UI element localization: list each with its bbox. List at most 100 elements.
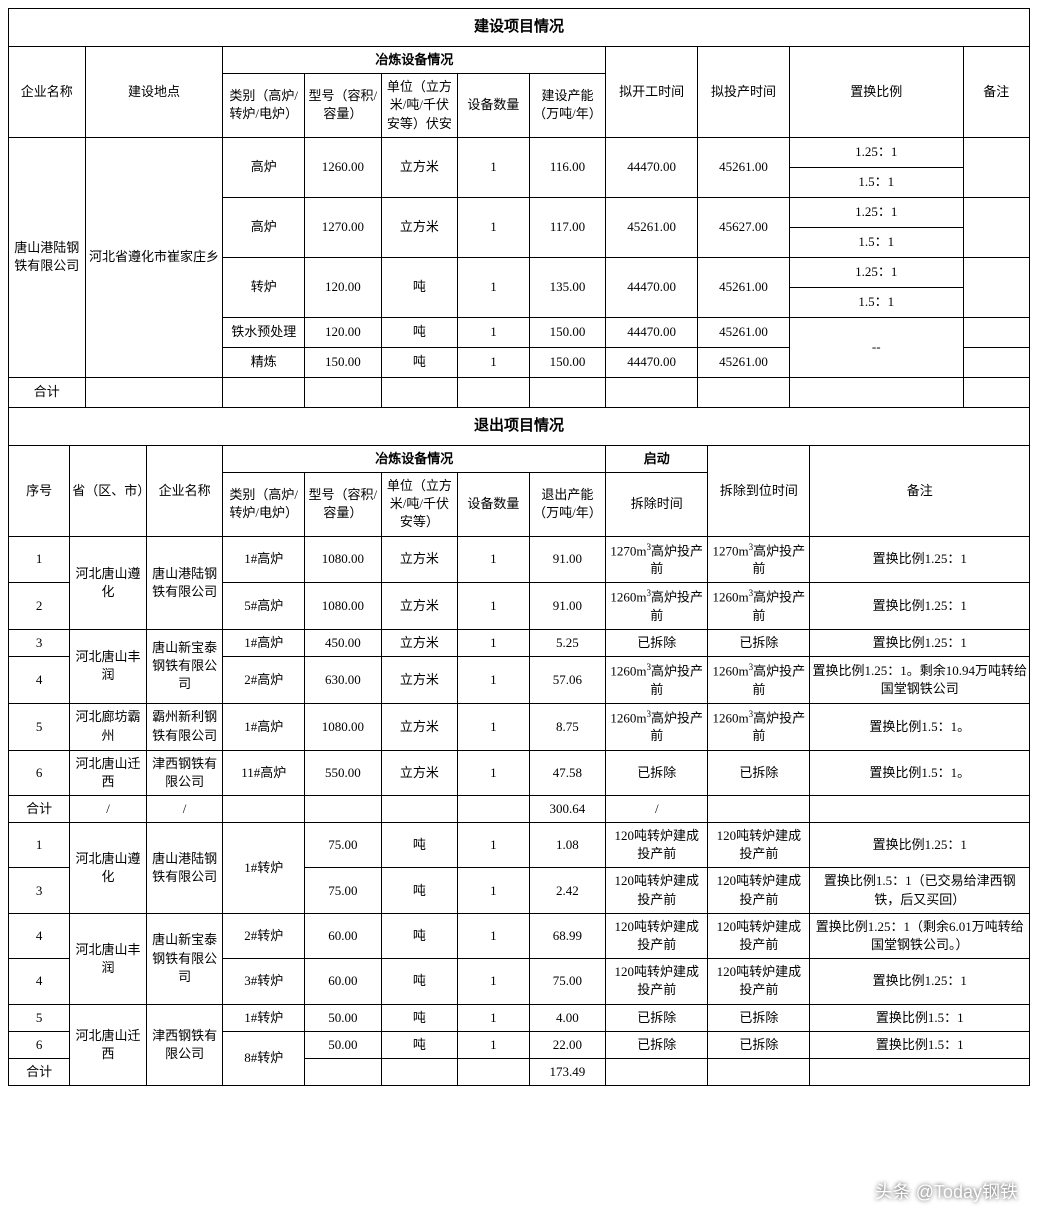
cell: 1.25：1: [789, 197, 963, 227]
cell: 1270m3高炉投产前: [606, 536, 708, 583]
th-company: 企业名称: [9, 47, 86, 138]
th-inplace: 拆除到位时间: [708, 445, 810, 536]
cell: 置换比例1.25：1: [810, 583, 1030, 630]
th-launch: 启动: [606, 445, 708, 472]
cell: 吨: [381, 257, 458, 317]
cell: 唐山新宝泰钢铁有限公司: [146, 913, 223, 1004]
cell: 57.06: [529, 657, 606, 704]
cell: 转炉: [223, 257, 305, 317]
th-cap: 建设产能（万吨/年）: [529, 74, 606, 138]
cell: 已拆除: [708, 1004, 810, 1031]
cell: 120吨转炉建成投产前: [606, 913, 708, 958]
cell: 68.99: [529, 913, 606, 958]
cell: [963, 197, 1029, 257]
cell: 置换比例1.5：1: [810, 1031, 1030, 1058]
cell: 75.00: [305, 823, 382, 868]
cell: 吨: [381, 347, 458, 377]
cell: 120吨转炉建成投产前: [606, 868, 708, 913]
cell: 1: [458, 913, 529, 958]
th-cap: 退出产能（万吨/年）: [529, 472, 606, 536]
cell: 1: [458, 868, 529, 913]
th-remark: 备注: [810, 445, 1030, 536]
th-model: 型号（容积/容量）: [305, 74, 382, 138]
cell: 1: [458, 703, 529, 750]
cell: 1080.00: [305, 536, 382, 583]
th-prod: 拟投产时间: [698, 47, 790, 138]
total-label: 合计: [9, 377, 86, 407]
cell: [963, 347, 1029, 377]
cell: 1.08: [529, 823, 606, 868]
cell: 4: [9, 913, 70, 958]
cell: 1270m3高炉投产前: [708, 536, 810, 583]
cell-location: 河北省遵化市崔家庄乡: [85, 137, 223, 377]
cell: 1260m3高炉投产前: [606, 703, 708, 750]
cell: 1: [458, 257, 529, 317]
cell: 5#高炉: [223, 583, 305, 630]
cell: 1#高炉: [223, 536, 305, 583]
cell: 河北唐山丰润: [70, 913, 147, 1004]
cell: 4: [9, 657, 70, 704]
cell: 置换比例1.25：1: [810, 629, 1030, 656]
cell: [963, 317, 1029, 347]
cell: 吨: [381, 868, 458, 913]
cell: 已拆除: [708, 1031, 810, 1058]
cell: 120吨转炉建成投产前: [606, 823, 708, 868]
cell: 津西钢铁有限公司: [146, 1004, 223, 1086]
th-remark: 备注: [963, 47, 1029, 138]
th-start: 拟开工时间: [606, 47, 698, 138]
cell: 吨: [381, 823, 458, 868]
cell: 45261.00: [698, 257, 790, 317]
th-qty: 设备数量: [458, 74, 529, 138]
cell: 置换比例1.25：1: [810, 823, 1030, 868]
cell: 1: [458, 536, 529, 583]
cell: 6: [9, 750, 70, 795]
cell: 置换比例1.25：1: [810, 536, 1030, 583]
cell: 135.00: [529, 257, 606, 317]
cell: 置换比例1.5：1（已交易给津西钢铁，后又买回）: [810, 868, 1030, 913]
table2-title: 退出项目情况: [9, 407, 1030, 445]
cell: --: [789, 317, 963, 377]
cell: 8.75: [529, 703, 606, 750]
cell: 津西钢铁有限公司: [146, 750, 223, 795]
cell: 高炉: [223, 137, 305, 197]
cell: 1: [458, 959, 529, 1004]
cell: 吨: [381, 913, 458, 958]
cell: 75.00: [305, 868, 382, 913]
cell: 91.00: [529, 536, 606, 583]
cell: 1#转炉: [223, 1004, 305, 1031]
cell: 河北唐山遵化: [70, 536, 147, 629]
cell: 550.00: [305, 750, 382, 795]
th-unit: 单位（立方米/吨/千伏安等）伏安: [381, 74, 458, 138]
cell: 河北唐山迁西: [70, 750, 147, 795]
cell: 铁水预处理: [223, 317, 305, 347]
th-cat: 类别（高炉/转炉/电炉）: [223, 472, 305, 536]
cell: 120.00: [305, 317, 382, 347]
th-model: 型号（容积/容量）: [305, 472, 382, 536]
cell: 120吨转炉建成投产前: [606, 959, 708, 1004]
cell: 2: [9, 583, 70, 630]
cell: 1#转炉: [223, 823, 305, 914]
cell: 4.00: [529, 1004, 606, 1031]
cell: 1: [458, 1004, 529, 1031]
cell: 立方米: [381, 583, 458, 630]
cell: 1: [9, 823, 70, 868]
cell: 1260m3高炉投产前: [708, 583, 810, 630]
cell: 1.5：1: [789, 227, 963, 257]
cell: 吨: [381, 959, 458, 1004]
cell: 1080.00: [305, 703, 382, 750]
cell: 1260m3高炉投产前: [708, 657, 810, 704]
cell: 高炉: [223, 197, 305, 257]
cell: 1: [458, 583, 529, 630]
cell: 3: [9, 629, 70, 656]
cell: 150.00: [305, 347, 382, 377]
cell: 120吨转炉建成投产前: [708, 823, 810, 868]
cell: 45261.00: [606, 197, 698, 257]
cell: 8#转炉: [223, 1031, 305, 1085]
cell: 置换比例1.5：1: [810, 1004, 1030, 1031]
cell: 4: [9, 959, 70, 1004]
cell: 6: [9, 1031, 70, 1058]
total-label: 合计: [9, 1058, 70, 1085]
cell: 吨: [381, 317, 458, 347]
cell: 91.00: [529, 583, 606, 630]
cell: 300.64: [529, 795, 606, 822]
